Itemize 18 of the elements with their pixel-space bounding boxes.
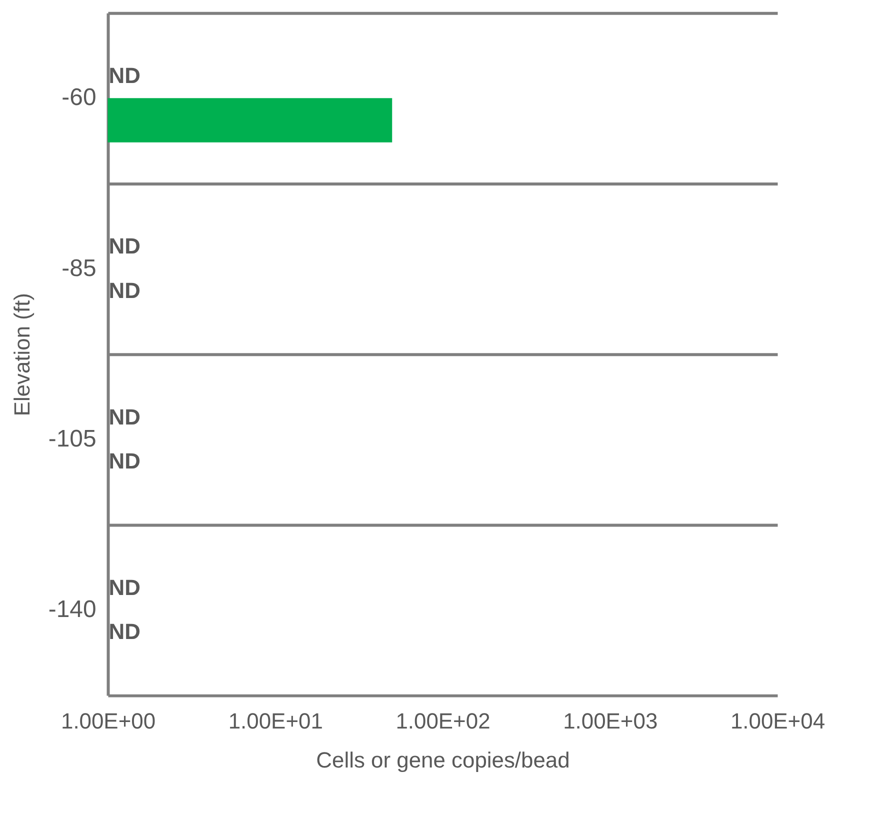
x-tick-label: 1.00E+02	[396, 708, 490, 734]
text: ND	[108, 234, 140, 259]
y-tick-label: -85	[62, 254, 96, 282]
text: ND	[108, 63, 140, 88]
x-tick-label: 1.00E+03	[563, 708, 658, 734]
x-axis-title: Cells or gene copies/bead	[316, 748, 570, 773]
text: ND	[108, 574, 140, 600]
text: ND	[108, 278, 140, 303]
text: ND	[108, 404, 140, 430]
y-axis-title: Elevation (ft)	[9, 293, 34, 416]
text: ND	[108, 448, 140, 474]
x-tick-label: 1.00E+04	[730, 708, 826, 734]
x-tick-label: 1.00E+00	[60, 708, 156, 734]
y-tick-label: -140	[48, 596, 96, 623]
y-tick-label: -60	[62, 84, 96, 112]
x-tick-label: 1.00E+01	[228, 708, 323, 734]
y-tick-label: -105	[48, 425, 96, 452]
text: ND	[108, 619, 140, 644]
